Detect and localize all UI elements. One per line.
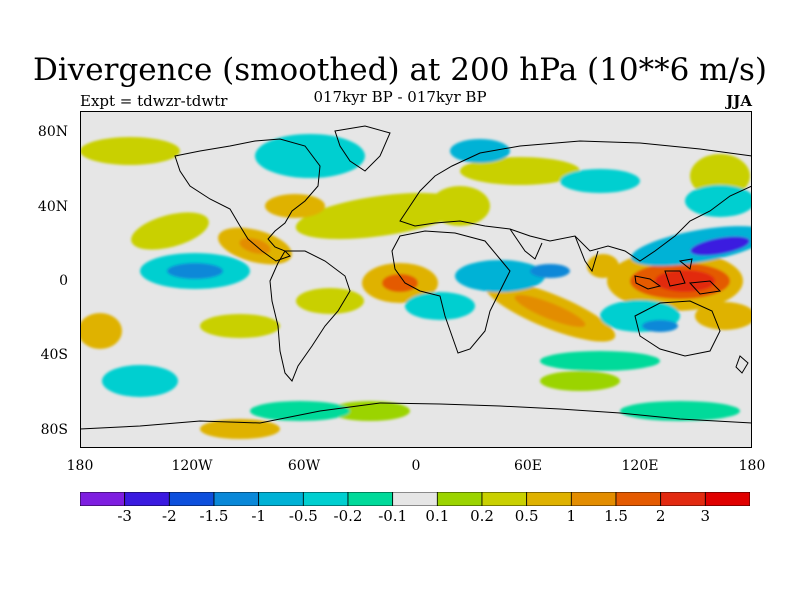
experiment-label: Expt = tdwzr-tdwtr bbox=[80, 92, 228, 110]
map-subtitle: 017kyr BP - 017kyr BP bbox=[313, 88, 487, 106]
colorbar-swatch bbox=[526, 492, 572, 506]
lon-label-0: 0 bbox=[411, 458, 421, 474]
colorbar-label: -2 bbox=[162, 507, 177, 525]
colorbar-swatch bbox=[436, 492, 483, 506]
colorbar-label: 0.1 bbox=[425, 507, 450, 525]
colorbar-label: -1.5 bbox=[199, 507, 229, 525]
divergence-map bbox=[80, 111, 752, 448]
colorbar-label: -0.5 bbox=[288, 507, 318, 525]
colorbar-label: 1 bbox=[566, 507, 577, 525]
colorbar-label: -3 bbox=[117, 507, 132, 525]
colorbar-swatch bbox=[168, 492, 215, 506]
colorbar-swatch bbox=[80, 492, 126, 506]
lon-label-60w: 60W bbox=[287, 458, 321, 474]
colorbar-swatch bbox=[615, 492, 662, 506]
coastlines bbox=[80, 125, 752, 430]
colorbar-label: 1.5 bbox=[604, 507, 628, 525]
colorbar-swatch bbox=[570, 492, 617, 506]
lat-label-80n: 80N bbox=[37, 124, 68, 140]
lon-label-180e: 180 bbox=[738, 458, 766, 474]
colorbar bbox=[80, 492, 750, 506]
colorbar-swatch bbox=[392, 492, 438, 506]
colorbar-label: 0.2 bbox=[470, 507, 494, 525]
map-title: Divergence (smoothed) at 200 hPa (10**6 … bbox=[33, 52, 767, 88]
lon-label-60e: 60E bbox=[513, 458, 543, 474]
lon-label-120e: 120E bbox=[621, 458, 659, 474]
colorbar-swatch bbox=[347, 492, 394, 506]
season-label: JJA bbox=[726, 92, 752, 110]
divergence-contours bbox=[80, 134, 752, 439]
colorbar-label: 3 bbox=[700, 507, 711, 525]
lon-label-180w: 180 bbox=[66, 458, 94, 474]
colorbar-label: -0.1 bbox=[378, 507, 408, 525]
colorbar-label: 2 bbox=[655, 507, 666, 525]
colorbar-swatch bbox=[660, 492, 706, 506]
lon-label-120w: 120W bbox=[171, 458, 213, 474]
colorbar-swatch bbox=[302, 492, 349, 506]
colorbar-label: 0.5 bbox=[514, 507, 539, 525]
colorbar-swatch bbox=[258, 492, 304, 506]
colorbar-swatch bbox=[481, 492, 528, 506]
lat-label-80s: 80S bbox=[40, 422, 68, 438]
colorbar-swatch bbox=[213, 492, 260, 506]
lat-label-0: 0 bbox=[59, 273, 68, 289]
colorbar-swatch bbox=[124, 492, 170, 506]
lat-label-40s: 40S bbox=[40, 347, 68, 363]
lat-label-40n: 40N bbox=[37, 199, 68, 215]
colorbar-label: -0.2 bbox=[333, 507, 363, 525]
colorbar-swatch bbox=[704, 492, 750, 506]
colorbar-label: -1 bbox=[251, 507, 266, 525]
